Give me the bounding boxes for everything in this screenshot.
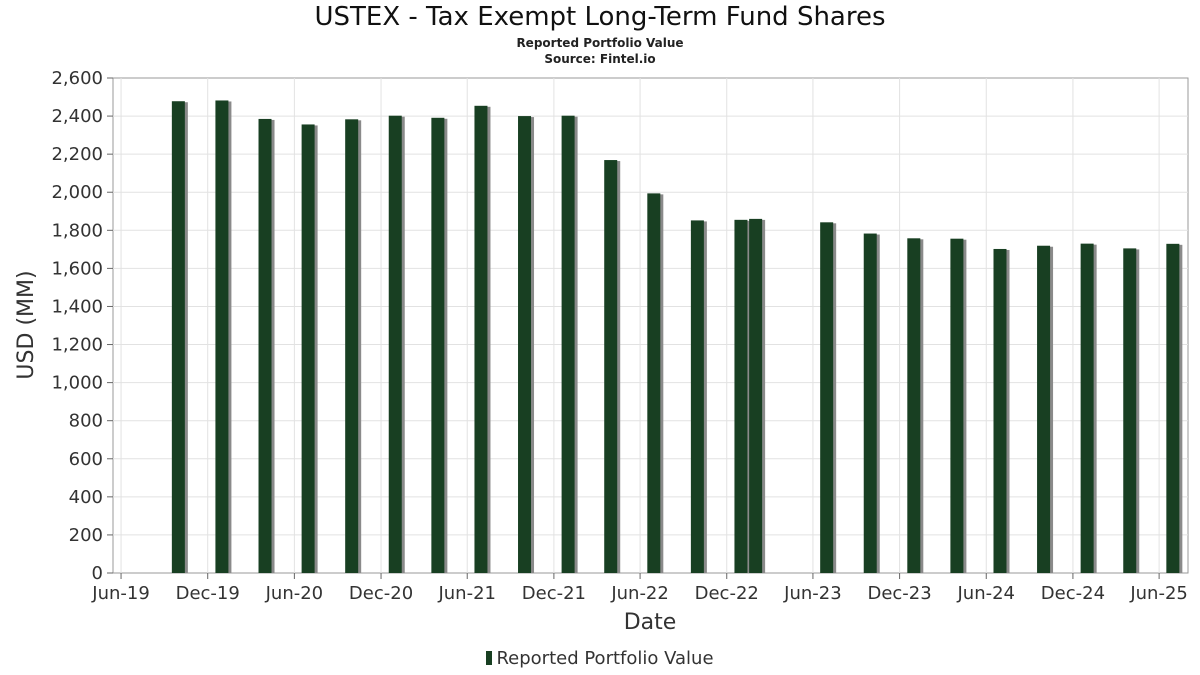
- x-tick-label: Jun-19: [91, 583, 150, 604]
- legend-label: Reported Portfolio Value: [496, 648, 714, 669]
- bar: [1080, 243, 1094, 573]
- y-tick-label: 2,400: [51, 106, 103, 127]
- bar: [345, 119, 359, 573]
- x-tick-label: Dec-23: [867, 583, 931, 604]
- legend-swatch: [486, 651, 493, 665]
- x-tick-label: Jun-21: [437, 583, 496, 604]
- bar: [734, 219, 748, 573]
- y-tick-label: 600: [69, 449, 103, 470]
- x-tick-label: Jun-24: [956, 583, 1015, 604]
- bar: [993, 248, 1007, 573]
- bar: [604, 160, 618, 573]
- y-tick-label: 0: [92, 563, 103, 584]
- bar: [647, 193, 661, 573]
- x-tick-label: Jun-22: [610, 583, 669, 604]
- y-tick-label: 200: [69, 525, 103, 546]
- x-tick-label: Dec-22: [695, 583, 759, 604]
- y-tick-label: 2,000: [51, 182, 103, 203]
- x-tick-label: Dec-20: [349, 583, 413, 604]
- bar: [301, 124, 315, 573]
- bar: [388, 115, 402, 573]
- bar: [950, 238, 964, 573]
- x-tick-label: Jun-25: [1129, 583, 1188, 604]
- bar: [863, 233, 877, 573]
- y-axis-ticks: 0 200 400 600 800 1,000 1,200 1,400 1,600 1,800 2,…: [51, 68, 113, 584]
- bar: [215, 100, 229, 573]
- y-tick-label: 1,400: [51, 296, 103, 317]
- y-tick-label: 800: [69, 411, 103, 432]
- y-tick-label: 400: [69, 487, 103, 508]
- bar: [907, 238, 921, 574]
- y-tick-label: 2,600: [51, 68, 103, 89]
- bar: [561, 115, 575, 573]
- y-tick-label: 1,600: [51, 258, 103, 279]
- x-tick-label: Dec-21: [522, 583, 586, 604]
- y-tick-label: 1,200: [51, 335, 103, 356]
- bar: [1166, 243, 1180, 573]
- bar: [820, 222, 834, 574]
- x-tick-label: Dec-24: [1041, 583, 1105, 604]
- bar: [1123, 248, 1137, 573]
- x-tick-label: Jun-23: [783, 583, 842, 604]
- bar: [1037, 245, 1051, 573]
- y-tick-label: 2,200: [51, 144, 103, 165]
- y-tick-label: 1,000: [51, 373, 103, 394]
- chart-source: Source: Fintel.io: [544, 52, 656, 66]
- y-tick-label: 1,800: [51, 220, 103, 241]
- bar: [474, 105, 488, 574]
- x-axis-label: Date: [624, 610, 677, 635]
- x-tick-label: Jun-20: [265, 583, 324, 604]
- chart-title: USTEX - Tax Exempt Long-Term Fund Shares: [314, 2, 886, 32]
- bar: [431, 117, 445, 574]
- x-tick-label: Dec-19: [176, 583, 240, 604]
- x-axis-ticks: Jun-19 Dec-19 Jun-20 Dec-20 Jun-21 Dec-21 Jun-…: [91, 573, 1188, 604]
- bars: [171, 100, 1183, 574]
- y-axis-label: USD (MM): [14, 270, 39, 379]
- bar: [171, 101, 185, 573]
- bar: [258, 118, 272, 574]
- bar: [690, 220, 704, 573]
- bar: [518, 116, 532, 574]
- bar: [749, 218, 763, 573]
- chart-subtitle: Reported Portfolio Value: [516, 36, 684, 50]
- legend: Reported Portfolio Value: [0, 648, 1200, 669]
